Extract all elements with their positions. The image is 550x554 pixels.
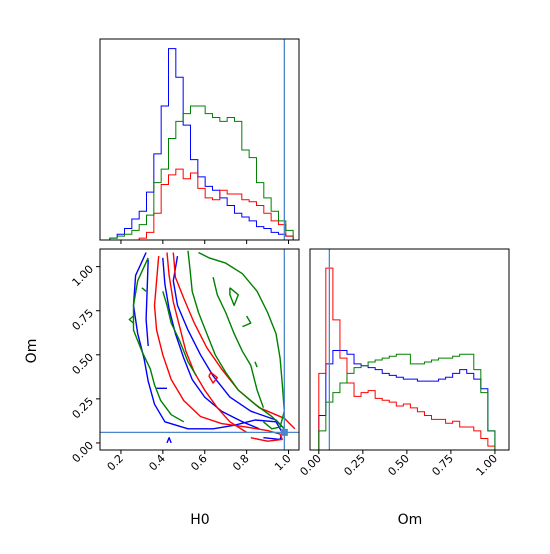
hist-h0-series-0 bbox=[109, 48, 294, 240]
contour-line-18 bbox=[242, 315, 252, 328]
hist-h0-frame bbox=[99, 38, 300, 241]
contour-ytick-label-4: 1.00 bbox=[70, 263, 97, 290]
panel-hist-om: 0.00 0.25 0.50 0.75 1.00 bbox=[297, 248, 510, 479]
contour-line-8 bbox=[172, 252, 296, 430]
contour-line-17 bbox=[229, 287, 240, 307]
contour-line-6 bbox=[153, 256, 283, 442]
contour-line-12 bbox=[141, 287, 147, 292]
contour-xtick-label-4: 1.0 bbox=[272, 452, 294, 474]
hist-h0-series-2 bbox=[109, 105, 294, 240]
hist-om-series-2 bbox=[318, 353, 496, 450]
hist-om-series-0 bbox=[318, 349, 496, 450]
contour-line-11 bbox=[128, 315, 134, 324]
contour-line-4 bbox=[166, 437, 172, 444]
contour-line-10 bbox=[132, 257, 185, 423]
hist-om-xtick-label-1: 0.25 bbox=[341, 452, 368, 479]
contour-line-15 bbox=[162, 291, 198, 377]
contour-line-13 bbox=[187, 250, 285, 430]
contour-line-5 bbox=[145, 259, 149, 347]
contour-xtick-label-0: 0.2 bbox=[105, 452, 127, 474]
contour-frame bbox=[99, 248, 300, 451]
hist-om-series-1 bbox=[318, 267, 496, 450]
hist-om-xtick-label-2: 0.50 bbox=[385, 452, 412, 479]
x-axis-label-om: Om bbox=[398, 512, 423, 528]
contour-line-19 bbox=[254, 361, 258, 368]
contour-line-2 bbox=[172, 255, 285, 430]
contour-xtick-label-2: 0.6 bbox=[188, 452, 210, 474]
panel-hist-h0 bbox=[99, 38, 300, 244]
x-axis-label-h0: H0 bbox=[190, 512, 209, 528]
hist-om-xtick-label-0: 0.00 bbox=[297, 452, 324, 479]
contour-ytick-label-0: 0.00 bbox=[70, 439, 97, 466]
hist-om-xtick-label-4: 1.00 bbox=[474, 452, 501, 479]
contour-line-0 bbox=[132, 252, 283, 441]
contour-line-7 bbox=[166, 252, 247, 433]
contour-line-9 bbox=[208, 371, 219, 384]
panel-contour: 0.2 0.4 0.6 0.8 1.0 0.00 0.25 0.50 0.75 1.00 bbox=[70, 248, 300, 474]
contour-xtick-label-3: 0.8 bbox=[230, 452, 252, 474]
contour-lines-group bbox=[100, 249, 299, 450]
hist-h0-series-1 bbox=[109, 168, 294, 241]
contour-line-16 bbox=[212, 277, 265, 408]
contour-ytick-label-1: 0.25 bbox=[70, 395, 97, 422]
y-axis-label-om: Om bbox=[24, 339, 40, 364]
contour-line-1 bbox=[162, 257, 260, 430]
contour-line-14 bbox=[198, 251, 285, 430]
contour-ytick-label-2: 0.50 bbox=[70, 351, 97, 378]
truth-marker bbox=[280, 428, 288, 436]
contour-ytick-label-3: 0.75 bbox=[70, 307, 97, 334]
hist-om-xtick-label-3: 0.75 bbox=[429, 452, 456, 479]
contour-xtick-label-1: 0.4 bbox=[146, 452, 168, 474]
hist-om-frame bbox=[309, 248, 510, 451]
